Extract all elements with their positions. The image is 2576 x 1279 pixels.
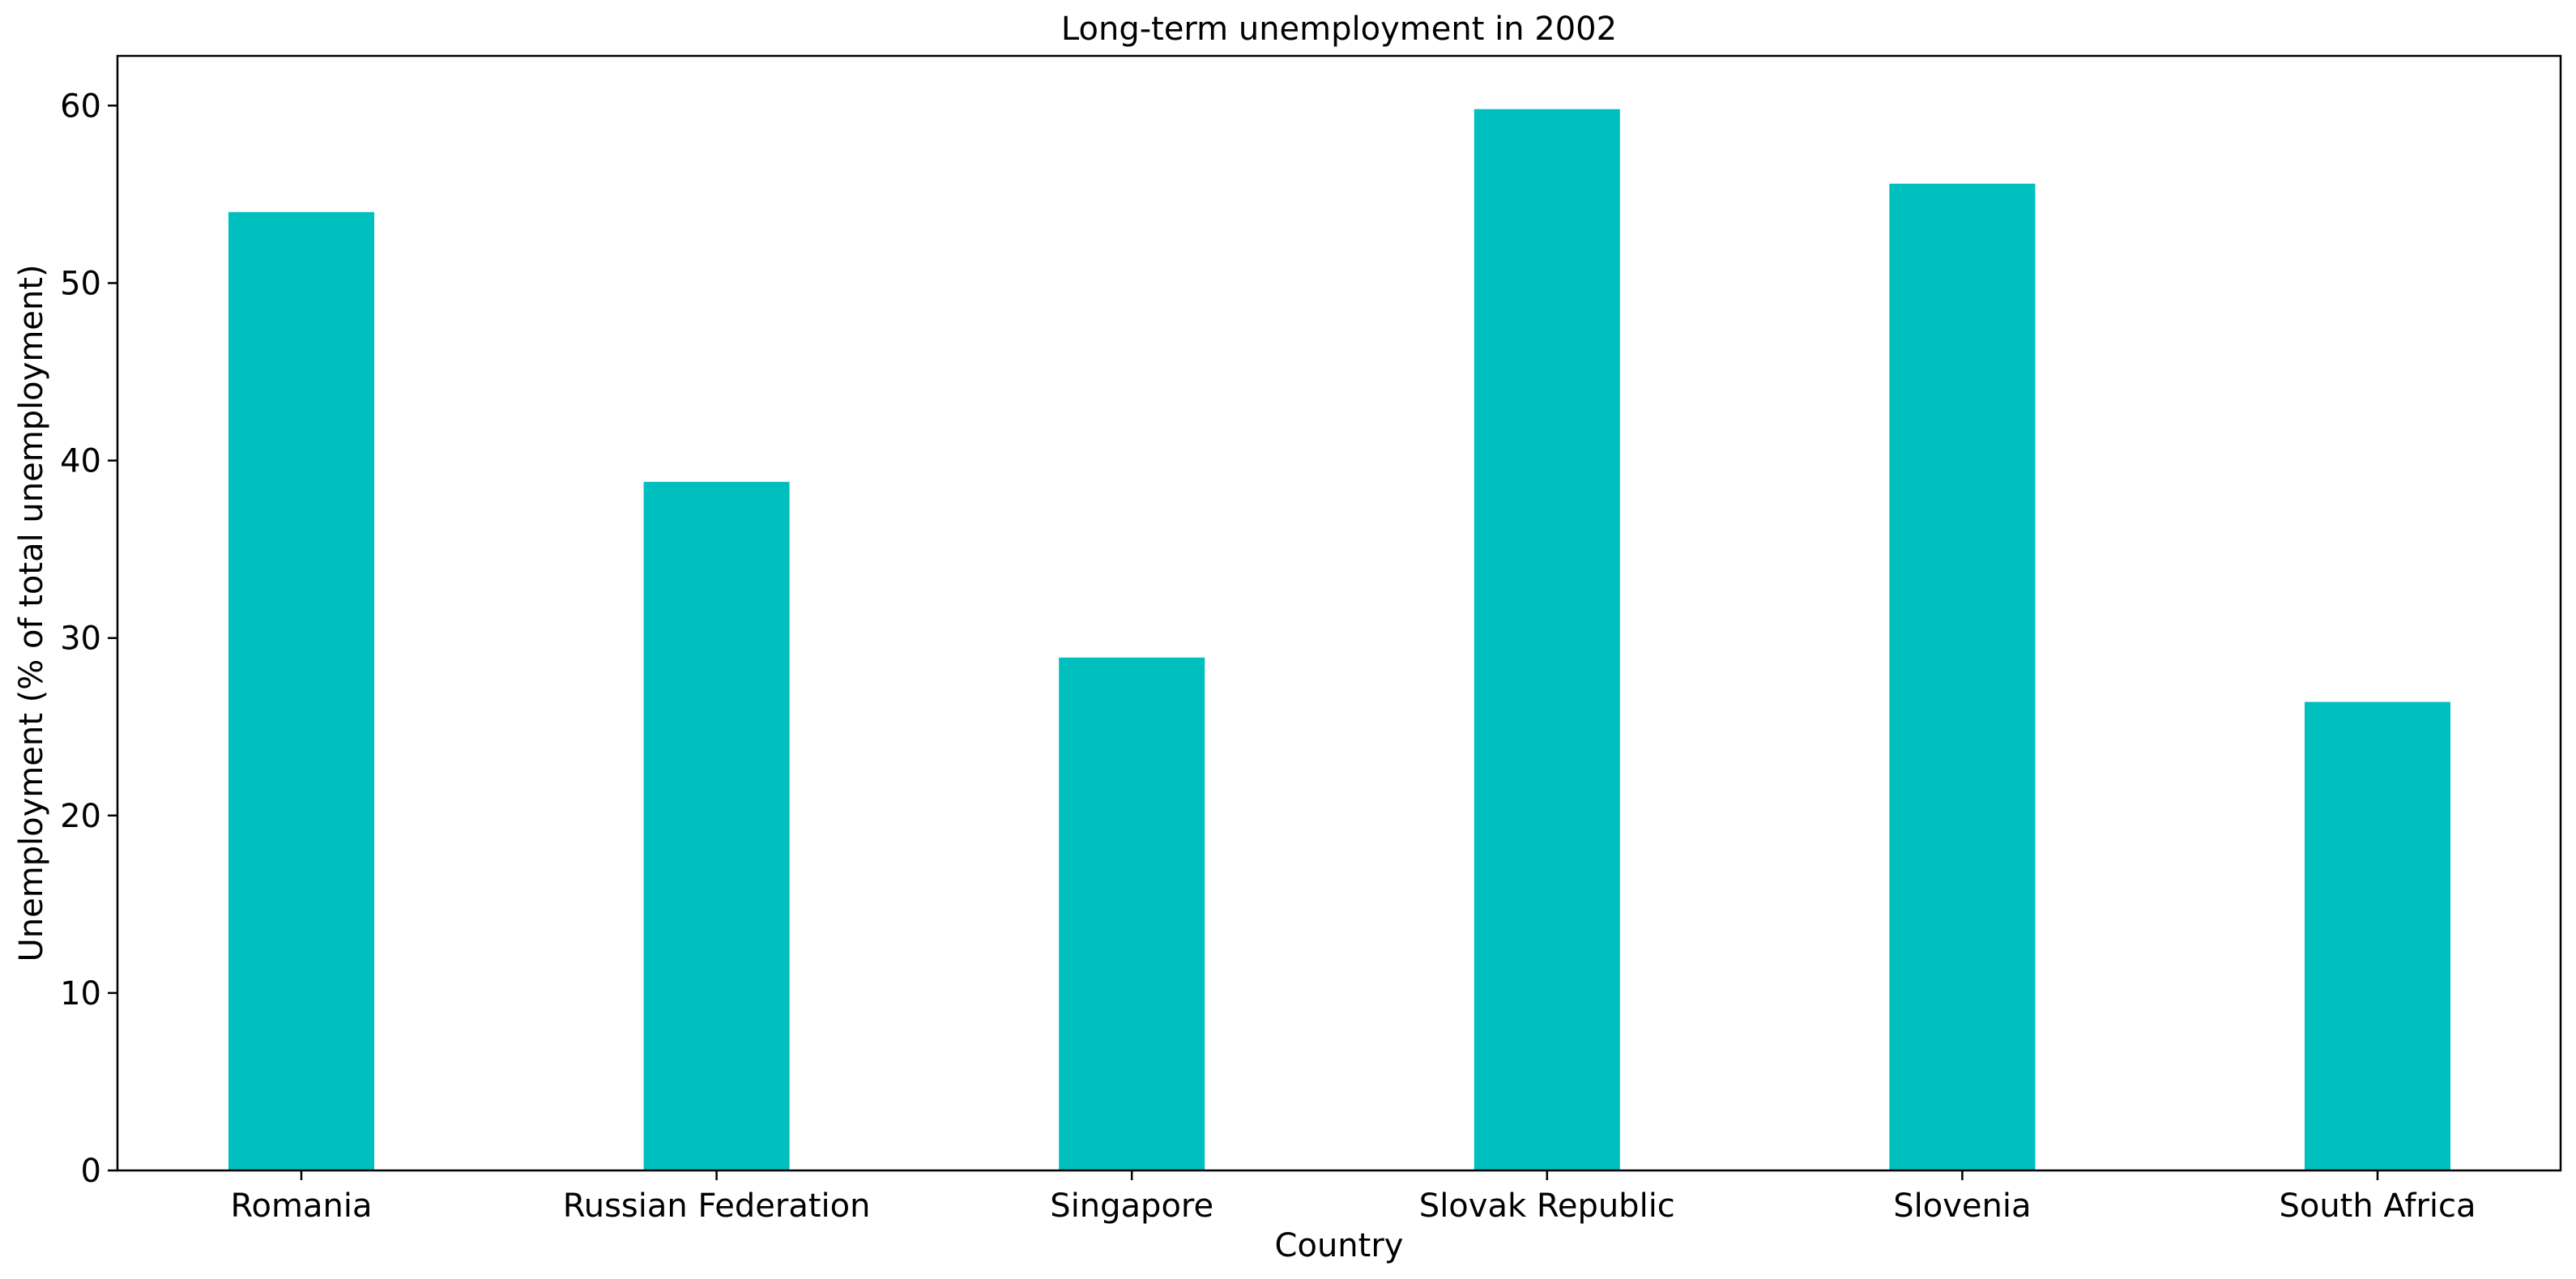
bar-slovenia [1889,183,2036,1171]
x-axis: Romania Russian Federation Singapore Slovak… [231,1170,2476,1225]
plot-frame [116,54,2562,1172]
y-axis: 0 10 20 30 40 50 60 [60,87,117,1190]
chart-title: Long-term unemployment in 2002 [1061,11,1617,48]
bar-slovak-republic [1474,109,1620,1171]
bar-russian-federation [643,481,790,1170]
y-tick-label: 30 [60,620,101,658]
y-tick-label: 50 [60,265,101,302]
y-tick-label: 0 [81,1153,101,1190]
bar-singapore [1059,657,1205,1170]
x-tick-label: Slovak Republic [1419,1187,1675,1225]
x-axis-label: Country [1275,1227,1404,1264]
bars-group [228,109,2450,1171]
y-tick-label: 40 [60,443,101,480]
bar-romania [228,211,374,1170]
x-tick-label: Singapore [1050,1187,1213,1225]
x-tick-label: South Africa [2279,1187,2476,1225]
x-tick-label: Slovenia [1893,1187,2031,1225]
bar-south-africa [2305,701,2450,1170]
y-tick-label: 20 [60,798,101,835]
y-tick-label: 10 [60,975,101,1013]
y-tick-label: 60 [60,87,101,125]
x-tick-label: Russian Federation [563,1187,871,1225]
y-axis-label: Unemployment (% of total unemployment) [13,264,50,961]
x-tick-label: Romania [231,1187,373,1225]
